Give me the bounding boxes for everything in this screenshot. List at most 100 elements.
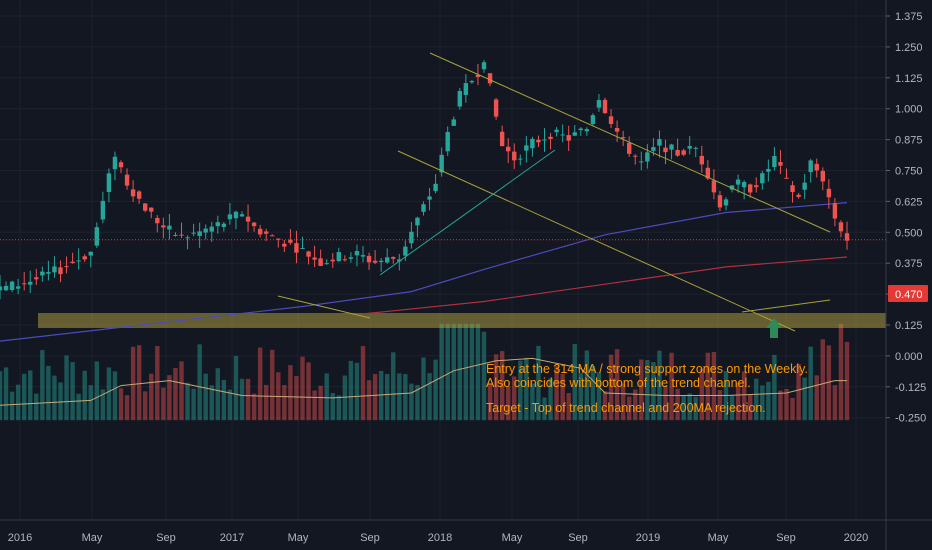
candle-body	[445, 131, 450, 152]
candle-body	[173, 234, 178, 236]
volume-bar	[439, 323, 444, 421]
candle-body	[729, 185, 735, 190]
candle-body	[378, 260, 384, 263]
volume-bar	[312, 390, 317, 421]
candle-body	[203, 228, 208, 233]
volume-bar	[233, 355, 239, 421]
candle-body	[3, 285, 9, 291]
price-tick-label: 0.125	[895, 320, 923, 332]
candle-body	[130, 189, 136, 197]
volume-bar	[554, 366, 559, 421]
volume-bar	[530, 383, 535, 421]
price-tick-label: 0.000	[895, 351, 923, 363]
volume-bar	[239, 378, 245, 421]
candle-body	[161, 225, 166, 228]
volume-bar	[433, 359, 438, 421]
volume-bar	[590, 365, 596, 421]
volume-bar	[100, 389, 106, 421]
volume-bar	[681, 395, 686, 421]
candles	[0, 60, 886, 300]
price-tick-label: 0.500	[895, 227, 923, 239]
candle-body	[58, 267, 63, 275]
volume-bar	[481, 331, 487, 421]
volume-bar	[651, 362, 656, 421]
current-price-value: 0.470	[895, 289, 923, 301]
support-trend	[277, 295, 371, 319]
candle-body	[264, 231, 269, 234]
candle-body	[675, 150, 680, 156]
candle-body	[209, 226, 214, 232]
candle-body	[457, 91, 462, 107]
candle-body	[602, 99, 608, 114]
time-tick-label: 2020	[844, 532, 868, 544]
candle-body	[354, 251, 360, 256]
annotation-line-1: Entry at the 314 MA / strong support zon…	[486, 362, 808, 376]
volume-bar	[602, 391, 608, 421]
volume-bar	[566, 393, 571, 421]
volume-bar	[639, 359, 644, 421]
candle-body	[814, 163, 819, 171]
volume-bar	[330, 393, 335, 421]
candle-body	[542, 139, 547, 141]
candle-body	[735, 179, 741, 185]
volume-bar	[766, 381, 771, 421]
volume-bar	[487, 383, 493, 421]
candle-body	[554, 129, 559, 133]
candle-body	[324, 263, 329, 265]
volume-bar	[614, 349, 620, 421]
candle-body	[826, 188, 832, 198]
candle-body	[790, 185, 795, 193]
volume-bar	[748, 394, 753, 421]
volume-bar	[451, 323, 456, 421]
volume-bar	[46, 365, 51, 421]
candle-body	[106, 173, 112, 193]
candle-body	[28, 281, 33, 285]
volume-bar	[3, 367, 9, 421]
volume-bar	[499, 351, 505, 421]
volume-bar	[360, 345, 366, 421]
candle-body	[820, 170, 825, 182]
candle-body	[52, 266, 57, 273]
volume-bar	[397, 373, 402, 421]
candle-body	[342, 259, 348, 261]
volume-bar	[560, 373, 565, 421]
target-line	[741, 299, 831, 313]
moving-averages	[0, 202, 848, 406]
volume-bar	[143, 391, 148, 421]
candle-body	[469, 81, 475, 83]
candle-body	[288, 239, 293, 243]
time-tick-label: 2016	[8, 532, 32, 544]
annotation-line-2: Also coincides with bottom of the trend …	[486, 376, 751, 390]
candle-body	[372, 260, 378, 263]
candle-body	[270, 235, 275, 237]
candle-body	[548, 136, 553, 139]
candle-body	[639, 161, 644, 163]
volume-bar	[391, 352, 396, 421]
candle-body	[657, 139, 662, 146]
candle-body	[838, 222, 844, 232]
candle-body	[645, 152, 650, 162]
candle-body	[566, 135, 571, 141]
volume-bar	[366, 380, 372, 421]
volume-bar	[300, 356, 305, 421]
candle-body	[663, 147, 668, 153]
candle-body	[772, 155, 777, 168]
price-tick-label: 0.625	[895, 196, 923, 208]
volume-bar	[512, 376, 517, 421]
volume-bar	[221, 379, 227, 421]
candle-body	[427, 196, 432, 200]
volume-bar	[548, 378, 553, 421]
candle-body	[633, 155, 638, 157]
candle-body	[699, 155, 704, 165]
current-price-label: 0.470	[888, 285, 928, 302]
candle-body	[276, 238, 281, 240]
volume-bar	[15, 384, 21, 421]
candle-body	[46, 272, 51, 274]
volume-bar	[808, 346, 813, 421]
volume-bar	[633, 389, 638, 421]
candle-body	[705, 167, 711, 179]
candle-body	[433, 183, 438, 192]
candle-body	[312, 257, 317, 260]
volume-bar	[790, 397, 795, 421]
